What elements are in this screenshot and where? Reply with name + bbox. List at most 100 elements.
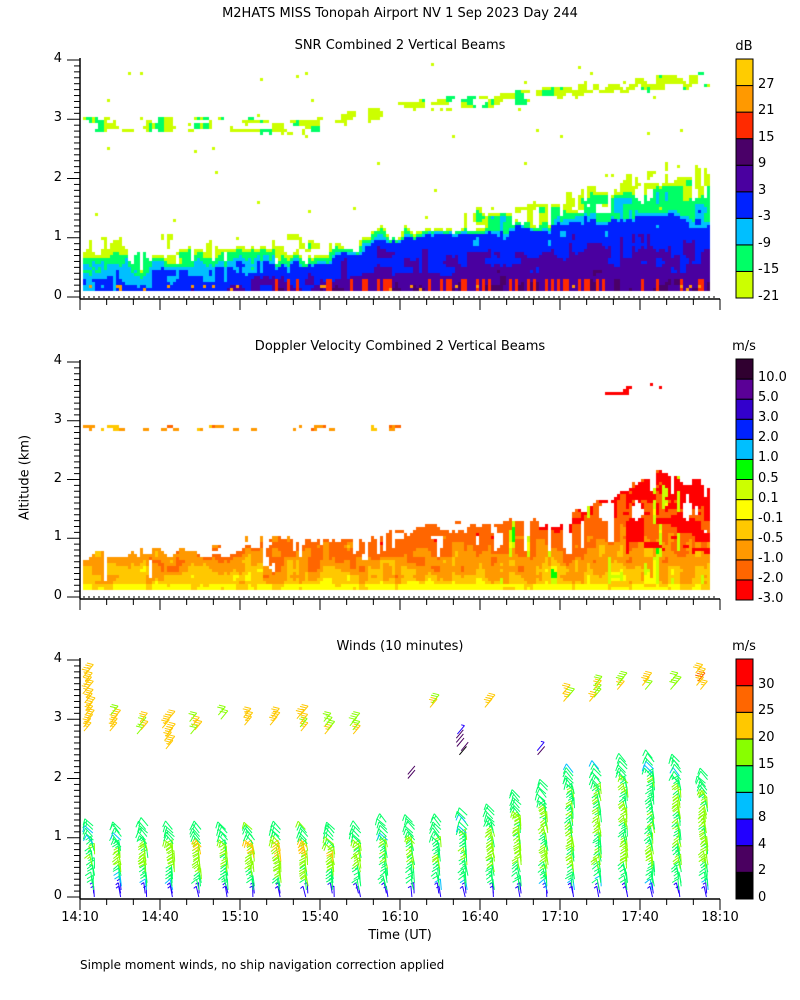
wind-barb xyxy=(407,769,416,779)
wind-barb xyxy=(273,850,282,862)
wind-barb xyxy=(110,838,122,848)
wind-barb xyxy=(669,679,678,690)
wind-barb xyxy=(699,679,708,690)
wind-barb xyxy=(299,712,309,724)
colorbar-segment xyxy=(735,270,754,299)
wind-barb xyxy=(484,816,495,827)
wind-barb xyxy=(327,882,333,894)
colorbar-label: -9 xyxy=(758,235,771,251)
wind-barb xyxy=(644,825,653,837)
wind-barb xyxy=(562,767,574,777)
wind-barb xyxy=(617,814,627,827)
colorbar-segment xyxy=(735,871,754,900)
y-tick-label: 4 xyxy=(53,353,62,368)
wind-barb xyxy=(430,813,442,823)
x-tick-label: 16:10 xyxy=(381,910,419,925)
x-tick-label: 18:10 xyxy=(701,910,739,925)
wind-barb xyxy=(537,861,547,873)
wind-barb xyxy=(404,835,415,845)
colorbar-segment xyxy=(735,358,754,380)
wind-barb xyxy=(536,740,545,752)
colorbar-segment xyxy=(735,479,754,501)
wind-barb xyxy=(430,692,440,704)
wind-barb xyxy=(515,885,521,898)
colorbar-segment xyxy=(735,685,754,713)
wind-barb xyxy=(509,789,521,798)
wind-barb xyxy=(695,775,706,784)
wind-barb xyxy=(456,737,465,747)
wind-barb xyxy=(511,857,520,869)
wind-barb xyxy=(350,835,362,845)
wind-barb xyxy=(695,777,706,788)
wind-barb xyxy=(701,885,707,898)
colorbar-segment xyxy=(735,539,754,561)
wind-barb xyxy=(135,820,147,830)
colorbar-segment xyxy=(735,217,754,246)
wind-barb xyxy=(378,853,387,866)
colorbar-segment xyxy=(735,58,754,87)
wind-barb xyxy=(671,763,682,773)
colorbar-label: 30 xyxy=(758,676,775,692)
x-tick-label: 14:10 xyxy=(61,910,99,925)
wind-barb xyxy=(537,746,546,756)
wind-barb xyxy=(193,719,203,731)
colorbar-segment xyxy=(735,579,754,601)
colorbar-segment xyxy=(735,658,754,687)
y-tick-label: 2 xyxy=(53,769,62,785)
wind-barb xyxy=(407,871,415,883)
wind-barb xyxy=(643,670,653,682)
main-title: M2HATS MISS Tonopah Airport NV 1 Sep 202… xyxy=(222,6,578,21)
wind-barb xyxy=(672,857,681,869)
wind-barb xyxy=(166,734,176,746)
wind-barb xyxy=(696,784,708,795)
y-tick-label: 0 xyxy=(53,588,62,603)
wind-barb xyxy=(404,818,415,827)
wind-barb xyxy=(430,831,441,841)
y-tick-label: 3 xyxy=(53,110,62,126)
wind-barb xyxy=(377,832,388,841)
wind-barb xyxy=(483,814,495,823)
y-tick-label: 1 xyxy=(53,828,62,844)
wind-barb xyxy=(692,662,704,674)
wind-barb xyxy=(84,670,93,682)
wind-barb xyxy=(350,824,362,834)
wind-barb xyxy=(670,770,682,781)
wind-barb xyxy=(349,820,361,830)
wind-barb xyxy=(137,825,148,834)
wind-barb xyxy=(407,885,413,898)
wind-barb xyxy=(191,715,200,727)
colorbar-segment xyxy=(735,191,754,219)
wind-barb xyxy=(669,670,679,682)
wind-barb xyxy=(84,846,93,858)
wind-barb xyxy=(641,767,653,777)
wind-barb xyxy=(296,838,308,848)
wind-barb xyxy=(483,807,495,816)
wind-barb xyxy=(671,818,680,830)
wind-barb xyxy=(163,834,174,845)
colorbar-segment xyxy=(735,818,754,847)
wind-barb xyxy=(136,835,148,845)
wind-barb xyxy=(162,825,174,834)
wind-barb xyxy=(697,770,708,781)
wind-barb xyxy=(215,821,227,830)
colorbar-segment xyxy=(735,138,754,166)
wind-barb xyxy=(455,729,464,739)
colorbar-label: 2.0 xyxy=(758,430,779,446)
wind-barb xyxy=(402,814,413,823)
wind-barb xyxy=(591,793,600,805)
wind-barb xyxy=(457,846,466,858)
wind-barb xyxy=(646,775,655,787)
wind-barb xyxy=(698,857,707,869)
wind-barb xyxy=(351,878,360,890)
wind-barb xyxy=(245,839,254,851)
colorbar-segment xyxy=(735,519,754,541)
wind-barb xyxy=(486,692,496,704)
colorbar-segment xyxy=(735,111,754,140)
wind-barb xyxy=(615,752,626,763)
wind-barb xyxy=(348,832,360,841)
colorbar-units: dB xyxy=(735,39,753,54)
wind-barb xyxy=(135,723,145,735)
wind-barb xyxy=(216,839,228,848)
wind-barb xyxy=(162,820,173,830)
wind-barb xyxy=(222,885,228,898)
